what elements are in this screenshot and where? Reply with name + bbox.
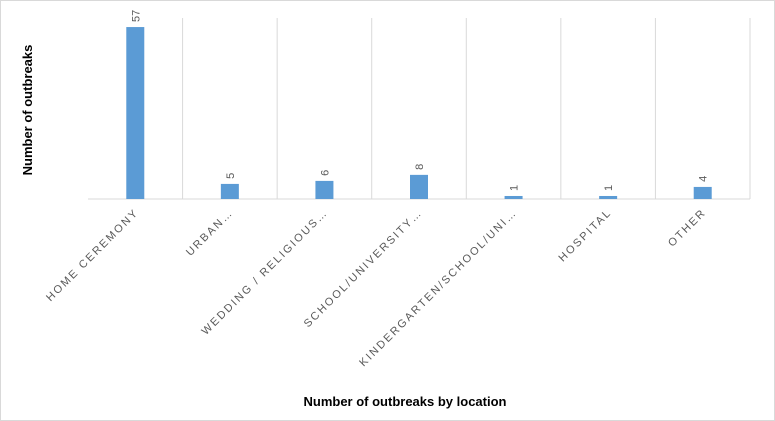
value-label: 57 — [130, 10, 142, 22]
bar — [599, 195, 618, 199]
bar — [504, 195, 523, 199]
bar — [315, 180, 334, 199]
value-label: 8 — [414, 164, 426, 170]
bar — [410, 174, 428, 199]
bar — [220, 183, 239, 199]
y-axis-title: Number of outbreaks — [20, 45, 35, 176]
value-label: 6 — [319, 170, 331, 176]
value-label: 4 — [698, 176, 710, 182]
x-axis-title: Number of outbreaks by location — [304, 394, 507, 409]
bar — [693, 186, 712, 199]
bar — [126, 27, 145, 199]
value-label: 5 — [225, 173, 237, 179]
value-label: 1 — [509, 185, 521, 191]
value-label: 1 — [603, 185, 615, 191]
